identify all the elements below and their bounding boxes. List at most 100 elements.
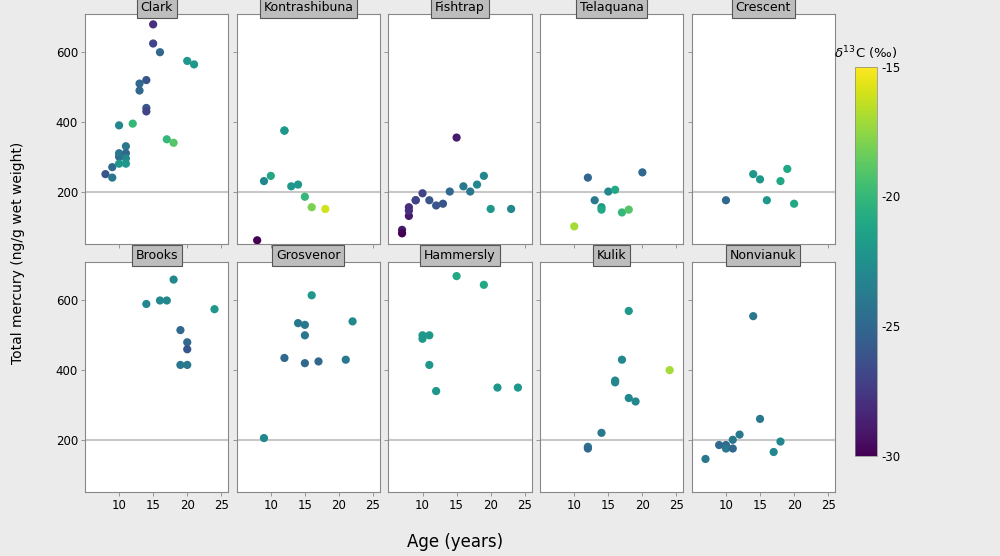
- Point: [607, 185, 623, 194]
- Point: [138, 76, 154, 85]
- Point: [111, 159, 127, 168]
- Point: [421, 360, 437, 369]
- Point: [408, 196, 424, 205]
- Point: [698, 454, 714, 463]
- Point: [111, 121, 127, 130]
- Point: [752, 414, 768, 423]
- Point: [435, 199, 451, 208]
- Point: [593, 205, 609, 214]
- Point: [607, 376, 623, 385]
- Point: [462, 187, 478, 196]
- Point: [138, 103, 154, 112]
- Point: [469, 180, 485, 189]
- Point: [179, 338, 195, 347]
- Point: [111, 152, 127, 161]
- Point: [428, 201, 444, 210]
- Point: [745, 170, 761, 178]
- Point: [138, 300, 154, 309]
- Point: [786, 199, 802, 208]
- Point: [766, 448, 782, 456]
- Point: [428, 386, 444, 395]
- Point: [580, 173, 596, 182]
- Point: [614, 208, 630, 217]
- Point: [118, 154, 134, 163]
- Point: [152, 48, 168, 57]
- Point: [593, 429, 609, 438]
- Text: Total mercury (ng/g wet weight): Total mercury (ng/g wet weight): [11, 142, 25, 364]
- Point: [607, 378, 623, 387]
- Point: [263, 171, 279, 180]
- Point: [718, 196, 734, 205]
- Point: [449, 133, 465, 142]
- Point: [449, 272, 465, 281]
- Point: [415, 334, 431, 343]
- Point: [442, 187, 458, 196]
- Text: Crescent: Crescent: [736, 1, 791, 14]
- Point: [172, 360, 188, 369]
- Point: [276, 126, 292, 135]
- Point: [614, 355, 630, 364]
- Point: [256, 177, 272, 186]
- Point: [276, 354, 292, 363]
- Text: Grosvenor: Grosvenor: [276, 249, 341, 262]
- Point: [283, 182, 299, 191]
- Point: [628, 397, 644, 406]
- Point: [159, 296, 175, 305]
- Point: [297, 359, 313, 368]
- Point: [779, 165, 795, 173]
- Point: [476, 280, 492, 289]
- Point: [394, 229, 410, 238]
- Point: [111, 149, 127, 158]
- Point: [745, 312, 761, 321]
- Point: [290, 180, 306, 189]
- Point: [249, 236, 265, 245]
- Point: [297, 320, 313, 329]
- Point: [759, 196, 775, 205]
- Point: [566, 222, 582, 231]
- Point: [317, 205, 333, 214]
- Point: [159, 135, 175, 144]
- Point: [132, 86, 148, 95]
- Point: [621, 306, 637, 315]
- Point: [711, 440, 727, 449]
- Text: Kulik: Kulik: [597, 249, 627, 262]
- Point: [290, 319, 306, 327]
- Point: [772, 437, 788, 446]
- Point: [145, 39, 161, 48]
- Point: [172, 326, 188, 335]
- Text: Nonvianuk: Nonvianuk: [730, 249, 797, 262]
- Point: [455, 182, 471, 191]
- Point: [580, 444, 596, 453]
- Text: Clark: Clark: [140, 1, 173, 14]
- Point: [408, 196, 424, 205]
- Point: [256, 434, 272, 443]
- Point: [166, 138, 182, 147]
- Point: [304, 291, 320, 300]
- Point: [104, 163, 120, 172]
- Point: [587, 196, 603, 205]
- Text: Kontrashibuna: Kontrashibuna: [263, 1, 353, 14]
- Point: [421, 331, 437, 340]
- Point: [401, 203, 417, 212]
- Point: [206, 305, 222, 314]
- Point: [186, 60, 202, 69]
- Point: [297, 192, 313, 201]
- Text: Hammersly: Hammersly: [424, 249, 496, 262]
- Point: [621, 205, 637, 214]
- Point: [634, 168, 650, 177]
- Point: [118, 159, 134, 168]
- Text: Age (years): Age (years): [407, 533, 503, 551]
- Point: [732, 430, 748, 439]
- Point: [621, 394, 637, 403]
- Point: [421, 196, 437, 205]
- Text: Telaquana: Telaquana: [580, 1, 644, 14]
- Point: [97, 170, 113, 178]
- Point: [132, 79, 148, 88]
- Point: [401, 211, 417, 220]
- Point: [510, 383, 526, 392]
- Point: [401, 206, 417, 215]
- Point: [772, 177, 788, 186]
- Point: [104, 173, 120, 182]
- Point: [345, 317, 361, 326]
- Point: [179, 360, 195, 369]
